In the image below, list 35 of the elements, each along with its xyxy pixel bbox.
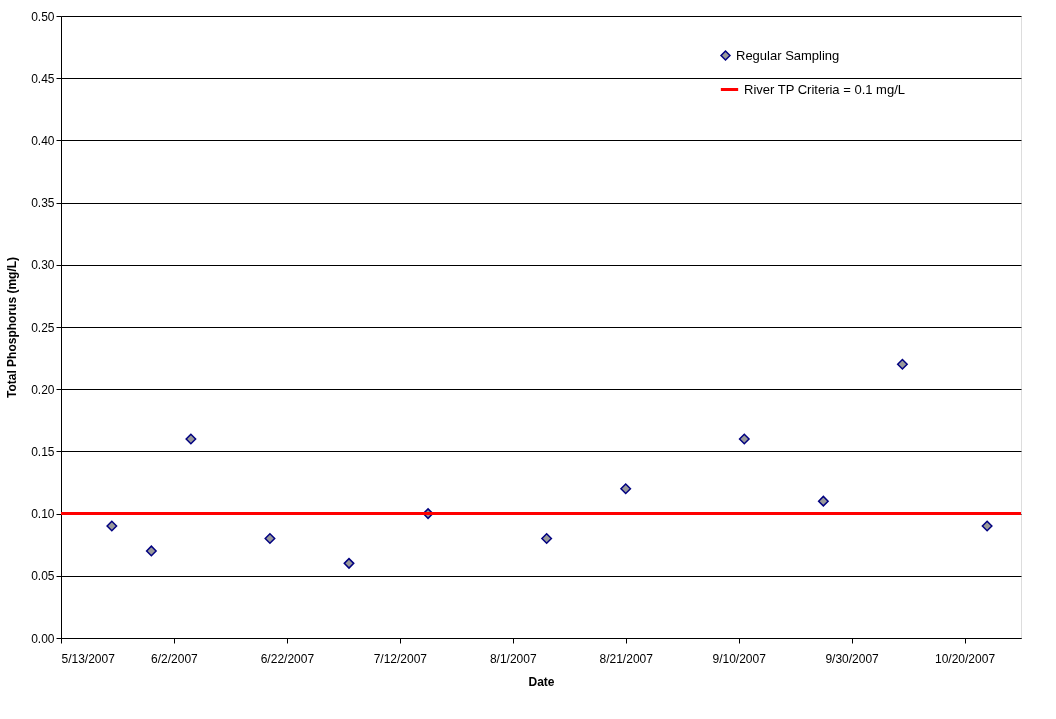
y-tick-label: 0.00 — [31, 631, 55, 646]
point — [896, 358, 908, 370]
y-tick-label: 0.10 — [31, 507, 55, 522]
y-tick-label: 0.30 — [31, 258, 55, 273]
y-tick-label: 0.20 — [31, 382, 55, 397]
y-tick-label: 0.35 — [31, 196, 55, 211]
x-tick-label: 8/1/2007 — [489, 651, 537, 666]
x-tick-label: 9/30/2007 — [825, 651, 880, 666]
y-tick-label: 0.50 — [31, 9, 55, 24]
x-tick-label: 6/2/2007 — [151, 651, 199, 666]
point — [264, 532, 276, 544]
x-tick-label: 7/12/2007 — [373, 651, 428, 666]
y-axis-title: Total Phosphorus (mg/L) — [5, 256, 20, 399]
point — [106, 520, 118, 532]
x-axis-title: Date — [528, 674, 555, 689]
y-tick-label: 0.25 — [31, 320, 55, 335]
point — [981, 520, 993, 532]
x-tick-label: 5/13/2007 — [61, 651, 116, 666]
point — [620, 483, 632, 495]
x-tick-label: 6/22/2007 — [260, 651, 315, 666]
y-tick-label: 0.45 — [31, 71, 55, 86]
y-tick-label: 0.05 — [31, 569, 55, 584]
point — [541, 532, 553, 544]
point — [738, 433, 750, 445]
y-tick-label: 0.40 — [31, 133, 55, 148]
x-tick-label: 8/21/2007 — [599, 651, 654, 666]
point — [817, 495, 829, 507]
point — [343, 557, 355, 569]
point — [185, 433, 197, 445]
x-tick-label: 10/20/2007 — [935, 651, 996, 666]
point — [145, 545, 157, 557]
x-tick-label: 9/10/2007 — [712, 651, 767, 666]
legend-label: Regular Sampling — [736, 47, 840, 63]
y-tick-label: 0.15 — [31, 444, 55, 459]
legend-label: River TP Criteria = 0.1 mg/L — [744, 81, 905, 97]
